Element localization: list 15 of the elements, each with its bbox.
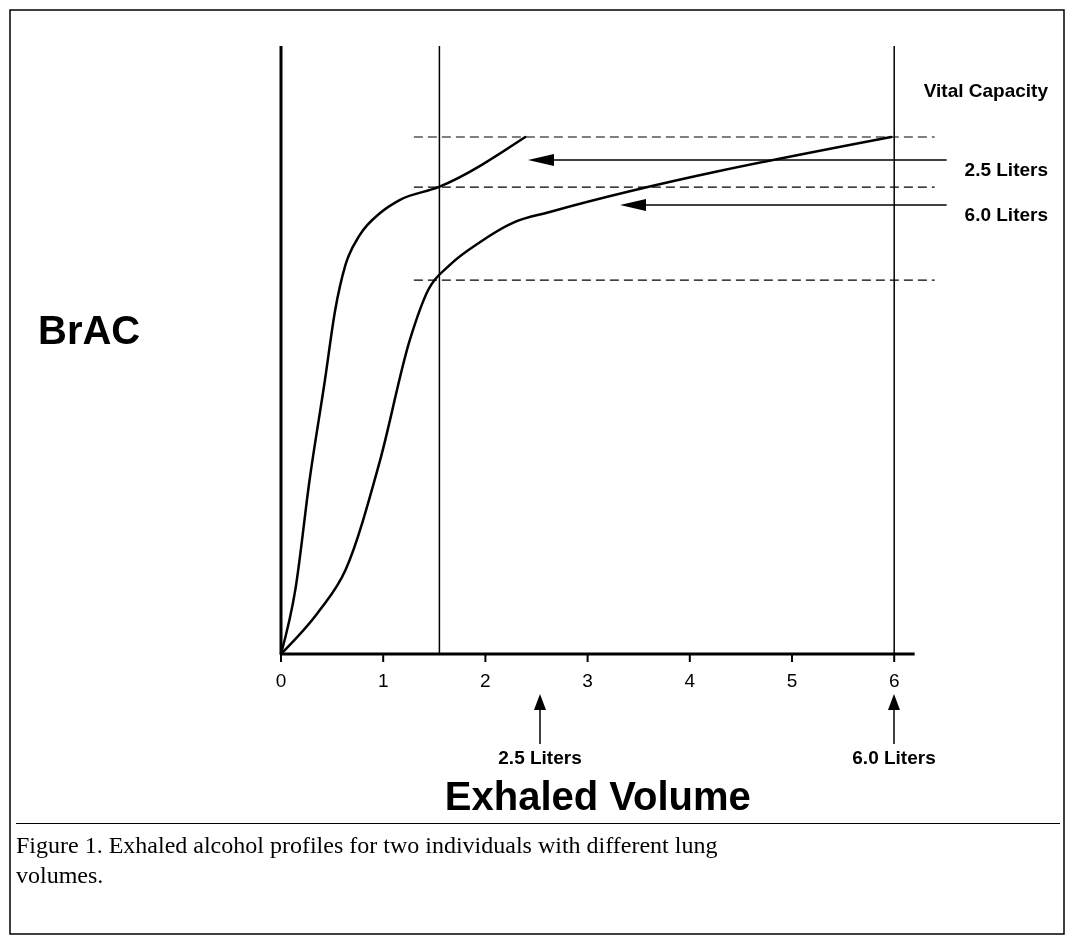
x-tick-label: 1 xyxy=(377,670,389,691)
x-tick-label: 2 xyxy=(480,670,491,691)
x-tick-label: 6 xyxy=(888,670,900,691)
x-tick-label: 4 xyxy=(684,670,696,691)
text: 2.5 Liters xyxy=(964,159,1048,180)
caption: Figure 1. Exhaled alcohol profiles for two individuals with different lung volumes. xyxy=(16,823,1060,890)
text: 6.0 Liters xyxy=(964,204,1048,225)
x-axis-title: Exhaled Volume xyxy=(444,774,751,818)
text: 2.5 Liters xyxy=(498,747,582,768)
x-tick-label: 0 xyxy=(275,670,287,691)
ref-line-label: Vital Capacity xyxy=(923,80,1049,101)
x-tick-label: 3 xyxy=(582,670,593,691)
y-axis-title: BrAC xyxy=(38,307,141,352)
text: 6.0 Liters xyxy=(852,747,936,768)
x-tick-label: 5 xyxy=(786,670,798,691)
